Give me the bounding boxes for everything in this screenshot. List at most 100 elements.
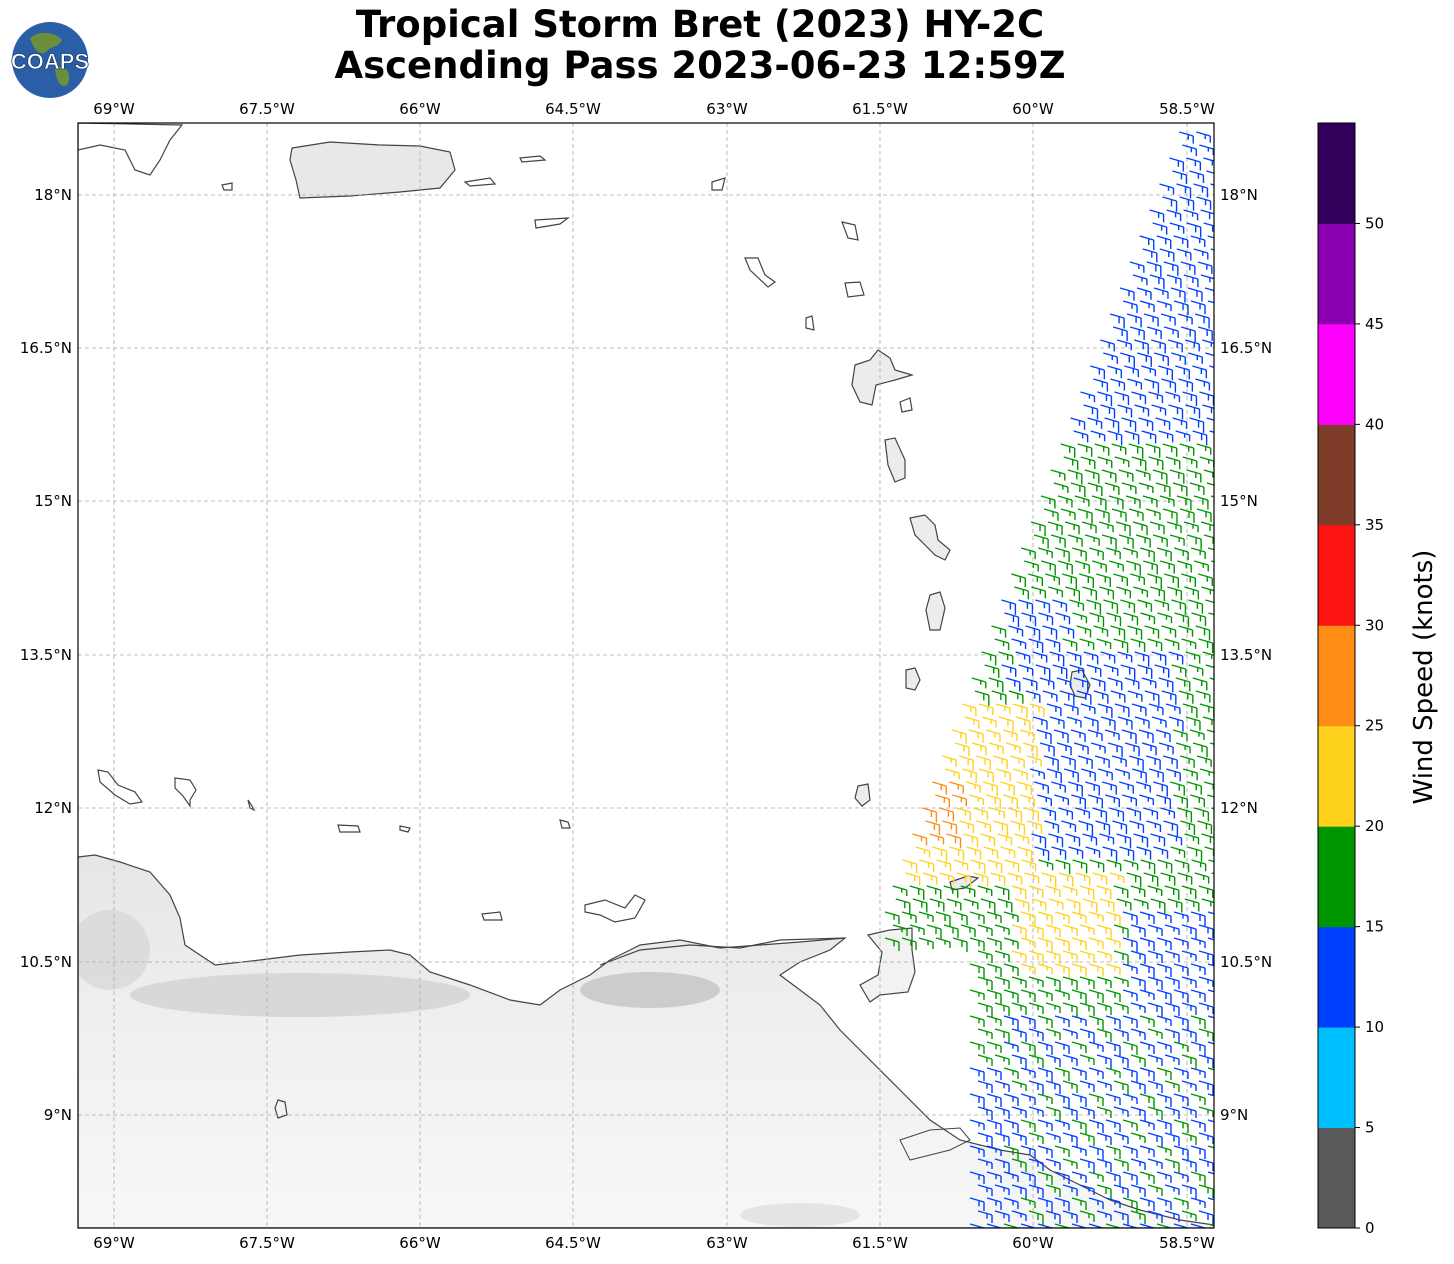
wind-barb xyxy=(1174,612,1190,628)
wind-barb xyxy=(1181,1054,1197,1069)
wind-barb xyxy=(1062,1002,1078,1017)
wind-barb xyxy=(1127,378,1143,390)
wind-barb xyxy=(1021,859,1037,872)
wind-barb xyxy=(1183,521,1199,533)
wind-barb xyxy=(1011,1132,1027,1145)
wind-barb xyxy=(918,937,934,949)
wind-barb xyxy=(915,846,931,858)
wind-barb xyxy=(969,1015,985,1027)
wind-barb xyxy=(1124,742,1140,757)
wind-barb xyxy=(1145,508,1161,520)
wind-barb xyxy=(1003,794,1018,809)
wind-barb xyxy=(993,820,1009,836)
wind-barb xyxy=(1203,222,1214,232)
wind-barb xyxy=(1077,755,1093,769)
colorbar-segment xyxy=(1318,1027,1355,1129)
wind-barb xyxy=(1175,677,1191,692)
wind-barb xyxy=(1196,196,1212,210)
wind-barb xyxy=(1127,625,1143,640)
wind-barb xyxy=(949,846,965,861)
wind-barb xyxy=(1170,287,1186,303)
wind-barb xyxy=(1196,131,1211,143)
wind-barb xyxy=(977,1158,993,1169)
wind-barb xyxy=(1056,742,1072,756)
wind-barb xyxy=(1045,1184,1061,1197)
wind-barb xyxy=(1093,690,1109,704)
wind-barb xyxy=(1054,1145,1070,1157)
wind-barb xyxy=(1176,183,1192,199)
wind-barb xyxy=(994,1158,1010,1173)
wind-barb xyxy=(1188,352,1203,364)
wind-barb xyxy=(1084,534,1100,546)
wind-barb xyxy=(960,885,976,898)
wind-barb xyxy=(1045,950,1061,964)
map-frame xyxy=(77,122,1215,1229)
wind-barb xyxy=(1140,859,1156,875)
wind-barb xyxy=(1192,677,1208,691)
wind-barb xyxy=(1147,950,1163,963)
wind-barb xyxy=(1003,1197,1019,1209)
wind-barb xyxy=(1054,1119,1070,1130)
wind-barb xyxy=(1207,937,1214,941)
wind-barb xyxy=(976,820,992,832)
wind-barb xyxy=(943,924,959,938)
wind-barb xyxy=(986,1197,1002,1210)
wind-barb xyxy=(1054,1223,1070,1228)
wind-barb xyxy=(1122,300,1138,314)
wind-barb xyxy=(1088,1119,1104,1133)
wind-barb xyxy=(1175,365,1191,380)
colorbar-segment xyxy=(1318,524,1355,626)
wind-barb xyxy=(1080,703,1096,715)
wind-barb xyxy=(1147,573,1162,589)
wind-barb xyxy=(1168,651,1184,665)
paria-coast xyxy=(599,937,846,966)
wind-barb xyxy=(1142,248,1158,263)
wind-barb xyxy=(1019,729,1035,740)
wind-barb xyxy=(1105,1145,1121,1159)
wind-barb xyxy=(1144,625,1160,639)
wind-barb xyxy=(1190,1197,1206,1208)
wind-barb xyxy=(1122,911,1138,925)
wind-barb xyxy=(1046,703,1062,717)
wind-barb xyxy=(1144,690,1160,706)
wind-barb xyxy=(1205,599,1214,609)
wind-barb xyxy=(1185,339,1200,352)
wind-barb xyxy=(986,1041,1002,1053)
wind-barb xyxy=(952,911,968,925)
wind-barb xyxy=(1161,378,1177,393)
colorbar-segment xyxy=(1318,223,1355,325)
wind-barb xyxy=(1062,638,1078,652)
wind-barb xyxy=(1195,690,1211,703)
wind-barb xyxy=(1011,1002,1027,1015)
wind-barb xyxy=(1107,742,1123,758)
wind-barb xyxy=(1117,339,1132,351)
wind-barb xyxy=(1096,1002,1112,1015)
lat-label: 15°N xyxy=(34,492,72,510)
wind-barb xyxy=(901,937,917,950)
wind-barb xyxy=(1038,612,1054,626)
wind-barb xyxy=(994,1132,1010,1146)
wind-barb xyxy=(1163,820,1179,836)
wind-barb xyxy=(1171,599,1187,615)
wind-barb xyxy=(1059,625,1075,639)
wind-barb xyxy=(1139,1197,1155,1211)
wind-barb xyxy=(1190,1171,1206,1186)
wind-barb xyxy=(985,729,1001,742)
wind-barb xyxy=(1003,911,1019,922)
wind-barb xyxy=(1156,1119,1172,1134)
colorbar-tick-label: 15 xyxy=(1365,918,1384,936)
wind-barb xyxy=(978,768,994,783)
wind-barb xyxy=(1093,625,1109,637)
wind-barb xyxy=(1181,976,1197,988)
wind-barb xyxy=(1036,729,1052,744)
wind-barb xyxy=(1097,391,1113,407)
wind-barb xyxy=(1141,430,1157,444)
wind-barb xyxy=(994,1054,1010,1065)
wind-barb xyxy=(1104,729,1120,740)
wind-barb xyxy=(1139,911,1155,924)
wind-barb xyxy=(1054,1015,1070,1027)
wind-barb xyxy=(1113,1158,1129,1171)
wind-barb xyxy=(1194,560,1209,572)
wind-barb xyxy=(1124,365,1140,378)
wind-barb xyxy=(1079,1054,1095,1065)
